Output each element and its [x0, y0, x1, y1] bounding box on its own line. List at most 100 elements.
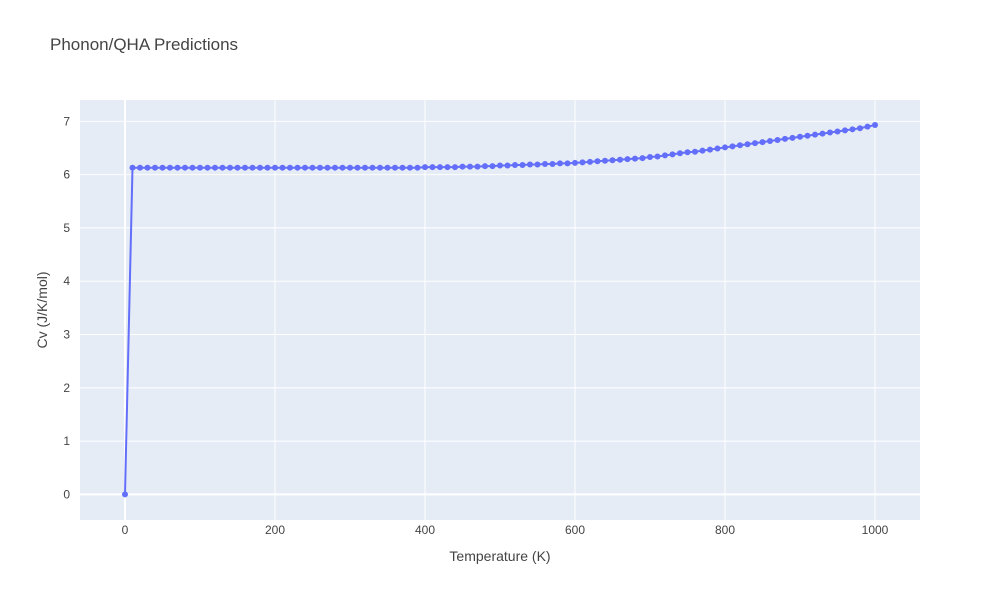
- data-point: [294, 164, 301, 171]
- data-point: [482, 163, 488, 170]
- data-point: [774, 136, 781, 143]
- data-point: [669, 151, 676, 158]
- y-axis-ticks: 0 1 2 3 4 5 6 7: [63, 114, 70, 501]
- data-point: [302, 164, 308, 171]
- y-tick-label: 0: [63, 487, 70, 501]
- data-point: [564, 160, 571, 167]
- data-point: [429, 164, 436, 171]
- data-point: [242, 164, 248, 171]
- data-point: [587, 158, 593, 165]
- data-point: [189, 164, 196, 171]
- data-point: [144, 164, 151, 171]
- data-point: [527, 161, 533, 168]
- data-point: [534, 161, 541, 168]
- data-point: [129, 164, 136, 171]
- y-tick-label: 7: [63, 114, 70, 128]
- data-point: [152, 164, 158, 171]
- data-point: [834, 128, 841, 135]
- data-point: [707, 146, 713, 153]
- data-point: [182, 164, 188, 171]
- data-point: [324, 164, 331, 171]
- data-point: [684, 149, 691, 156]
- data-point: [384, 164, 391, 171]
- data-point: [819, 130, 826, 137]
- data-point: [204, 164, 211, 171]
- data-point: [842, 127, 848, 134]
- data-point: [414, 164, 421, 171]
- x-tick-label: 400: [415, 523, 435, 537]
- data-point: [459, 163, 466, 170]
- y-tick-label: 5: [63, 221, 70, 235]
- data-point: [392, 164, 398, 171]
- data-point: [257, 164, 263, 171]
- data-point: [369, 164, 376, 171]
- data-point: [347, 164, 353, 171]
- data-point: [632, 155, 638, 162]
- data-point: [317, 164, 323, 171]
- y-tick-label: 2: [63, 381, 70, 395]
- data-point: [362, 164, 368, 171]
- data-point: [137, 164, 143, 171]
- data-point: [519, 162, 526, 169]
- data-point: [782, 135, 788, 142]
- y-tick-label: 6: [63, 168, 70, 182]
- data-point: [617, 156, 623, 163]
- x-axis-label: Temperature (K): [449, 548, 550, 564]
- data-point: [752, 140, 758, 147]
- data-point: [264, 164, 271, 171]
- data-point: [639, 155, 646, 162]
- data-point: [692, 148, 698, 155]
- data-point: [512, 162, 518, 169]
- data-point: [249, 164, 256, 171]
- data-point: [594, 158, 601, 165]
- x-tick-label: 0: [122, 523, 129, 537]
- data-point: [542, 160, 548, 167]
- y-axis-label: Cv (J/K/mol): [34, 272, 50, 349]
- data-point: [219, 164, 226, 171]
- data-point: [647, 154, 653, 161]
- data-point: [857, 125, 863, 132]
- x-tick-label: 600: [565, 523, 585, 537]
- data-point: [497, 162, 503, 169]
- data-point: [234, 164, 241, 171]
- data-point: [167, 164, 173, 171]
- data-point: [227, 164, 233, 171]
- data-point: [272, 164, 278, 171]
- x-tick-label: 800: [715, 523, 735, 537]
- data-point: [759, 139, 766, 146]
- data-point: [504, 162, 511, 169]
- data-point: [729, 143, 736, 150]
- data-point: [572, 159, 578, 166]
- data-point: [332, 164, 338, 171]
- grid-lines: [80, 100, 920, 520]
- data-point: [399, 164, 406, 171]
- data-point: [309, 164, 316, 171]
- data-point: [437, 164, 443, 171]
- data-point: [197, 164, 203, 171]
- chart-title: Phonon/QHA Predictions: [50, 35, 238, 54]
- data-point: [422, 164, 428, 171]
- data-point: [174, 164, 181, 171]
- data-point: [444, 164, 451, 171]
- data-point: [489, 163, 496, 170]
- data-point: [549, 160, 556, 167]
- data-point: [699, 147, 706, 154]
- data-point: [654, 153, 661, 160]
- data-point: [864, 123, 871, 130]
- data-point: [377, 164, 383, 171]
- data-point: [602, 157, 608, 164]
- series-group: [122, 122, 878, 498]
- data-point: [872, 122, 878, 129]
- x-tick-label: 1000: [862, 523, 889, 537]
- data-point: [714, 145, 721, 152]
- data-point: [212, 164, 218, 171]
- data-point: [159, 164, 166, 171]
- y-tick-label: 1: [63, 434, 70, 448]
- data-point: [827, 129, 833, 136]
- x-tick-label: 200: [265, 523, 285, 537]
- data-point: [557, 160, 563, 167]
- data-point: [677, 150, 683, 157]
- data-point: [812, 131, 818, 138]
- data-point: [849, 126, 856, 133]
